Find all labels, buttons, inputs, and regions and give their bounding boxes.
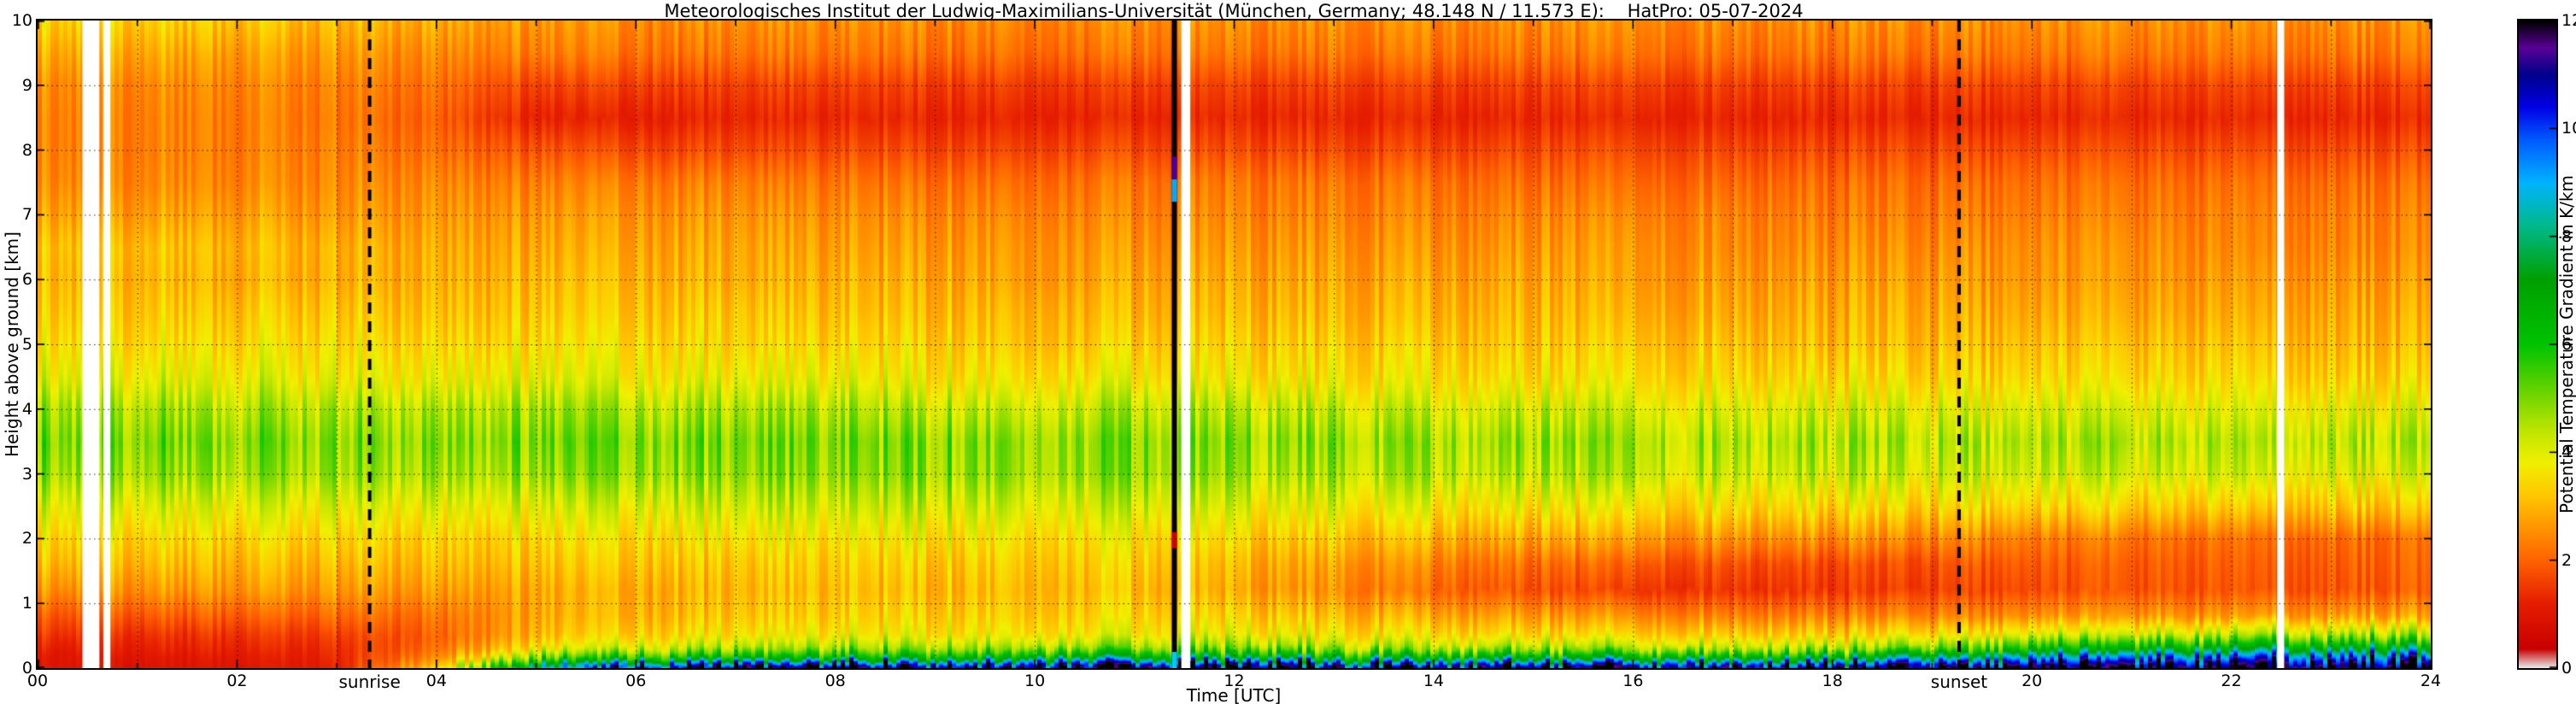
colorbar-frame [2517,19,2558,670]
y-tick-label: 9 [21,75,32,95]
x-tick-label: 18 [1822,672,1843,690]
colorbar-tick-label: 8 [2561,226,2573,246]
y-tick-label: 2 [21,529,32,549]
x-tick-label: 10 [1024,672,1046,690]
x-axis-label: Time [UTC] [1186,685,1282,704]
y-tick-label: 6 [21,270,32,290]
y-tick-label: 4 [21,399,32,419]
x-tick-label: 12 [1223,672,1245,690]
y-tick-label: 3 [21,464,32,484]
colorbar-label: Potential Temperature Gradient in K/km [2556,175,2576,513]
x-tick-label: 00 [26,672,49,690]
y-tick-label: 0 [21,659,32,678]
y-axis-label: Height above ground [km] [2,232,22,457]
x-tick-label: 02 [226,672,248,690]
x-tick-label: 16 [1622,672,1644,690]
x-tick-label: 14 [1423,672,1444,690]
x-tick-label: 24 [2420,672,2442,690]
sunset-label: sunset [1930,672,1988,692]
x-tick-label: 22 [2221,672,2242,690]
colorbar-tick-label: 4 [2561,443,2573,462]
y-tick-label: 7 [21,205,32,225]
plot-title: Meteorologisches Institut der Ludwig-Max… [664,1,1804,21]
colorbar-tick-label: 0 [2561,659,2573,678]
x-tick-label: 20 [2021,672,2043,690]
colorbar-tick-label: 10 [2561,119,2576,138]
x-tick-label: 06 [625,672,647,690]
y-tick-label: 5 [21,335,32,354]
colorbar-tick-label: 12 [2561,11,2576,30]
colorbar-canvas [2519,21,2556,668]
x-tick-label: 04 [425,672,447,690]
colorbar-tick-label: 2 [2561,550,2573,570]
y-tick-label: 10 [11,11,32,30]
sunrise-label: sunrise [338,672,401,692]
plot-frame [36,19,2432,670]
colorbar-tick-label: 6 [2561,335,2573,354]
y-tick-label: 1 [21,594,32,613]
y-tick-label: 8 [21,140,32,160]
heatmap-canvas [38,21,2431,668]
x-tick-label: 08 [824,672,846,690]
